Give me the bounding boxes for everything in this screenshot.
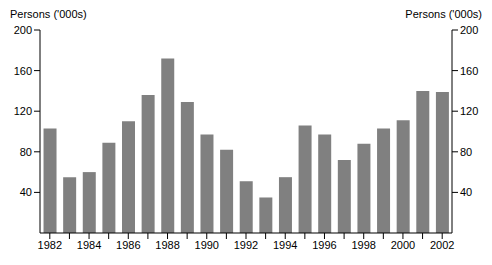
svg-text:1988: 1988 <box>155 239 179 251</box>
svg-text:1994: 1994 <box>273 239 297 251</box>
svg-text:200: 200 <box>14 24 32 36</box>
svg-text:1986: 1986 <box>116 239 140 251</box>
svg-text:40: 40 <box>20 186 32 198</box>
svg-text:1990: 1990 <box>195 239 219 251</box>
html-text:Persons ('000s): Persons ('000s) <box>405 8 482 20</box>
svg-text:120: 120 <box>14 105 32 117</box>
svg-text:40: 40 <box>460 186 472 198</box>
html-text:Persons ('000s): Persons ('000s) <box>10 8 87 20</box>
svg-text:1996: 1996 <box>312 239 336 251</box>
svg-text:1982: 1982 <box>38 239 62 251</box>
svg-text:200: 200 <box>460 24 478 36</box>
svg-text:120: 120 <box>460 105 478 117</box>
svg-text:2002: 2002 <box>430 239 454 251</box>
svg-text:160: 160 <box>460 65 478 77</box>
svg-text:2000: 2000 <box>391 239 415 251</box>
svg-text:1992: 1992 <box>234 239 258 251</box>
svg-text:1984: 1984 <box>77 239 101 251</box>
svg-text:80: 80 <box>20 146 32 158</box>
svg-text:160: 160 <box>14 65 32 77</box>
svg-text:1998: 1998 <box>351 239 375 251</box>
svg-text:80: 80 <box>460 146 472 158</box>
